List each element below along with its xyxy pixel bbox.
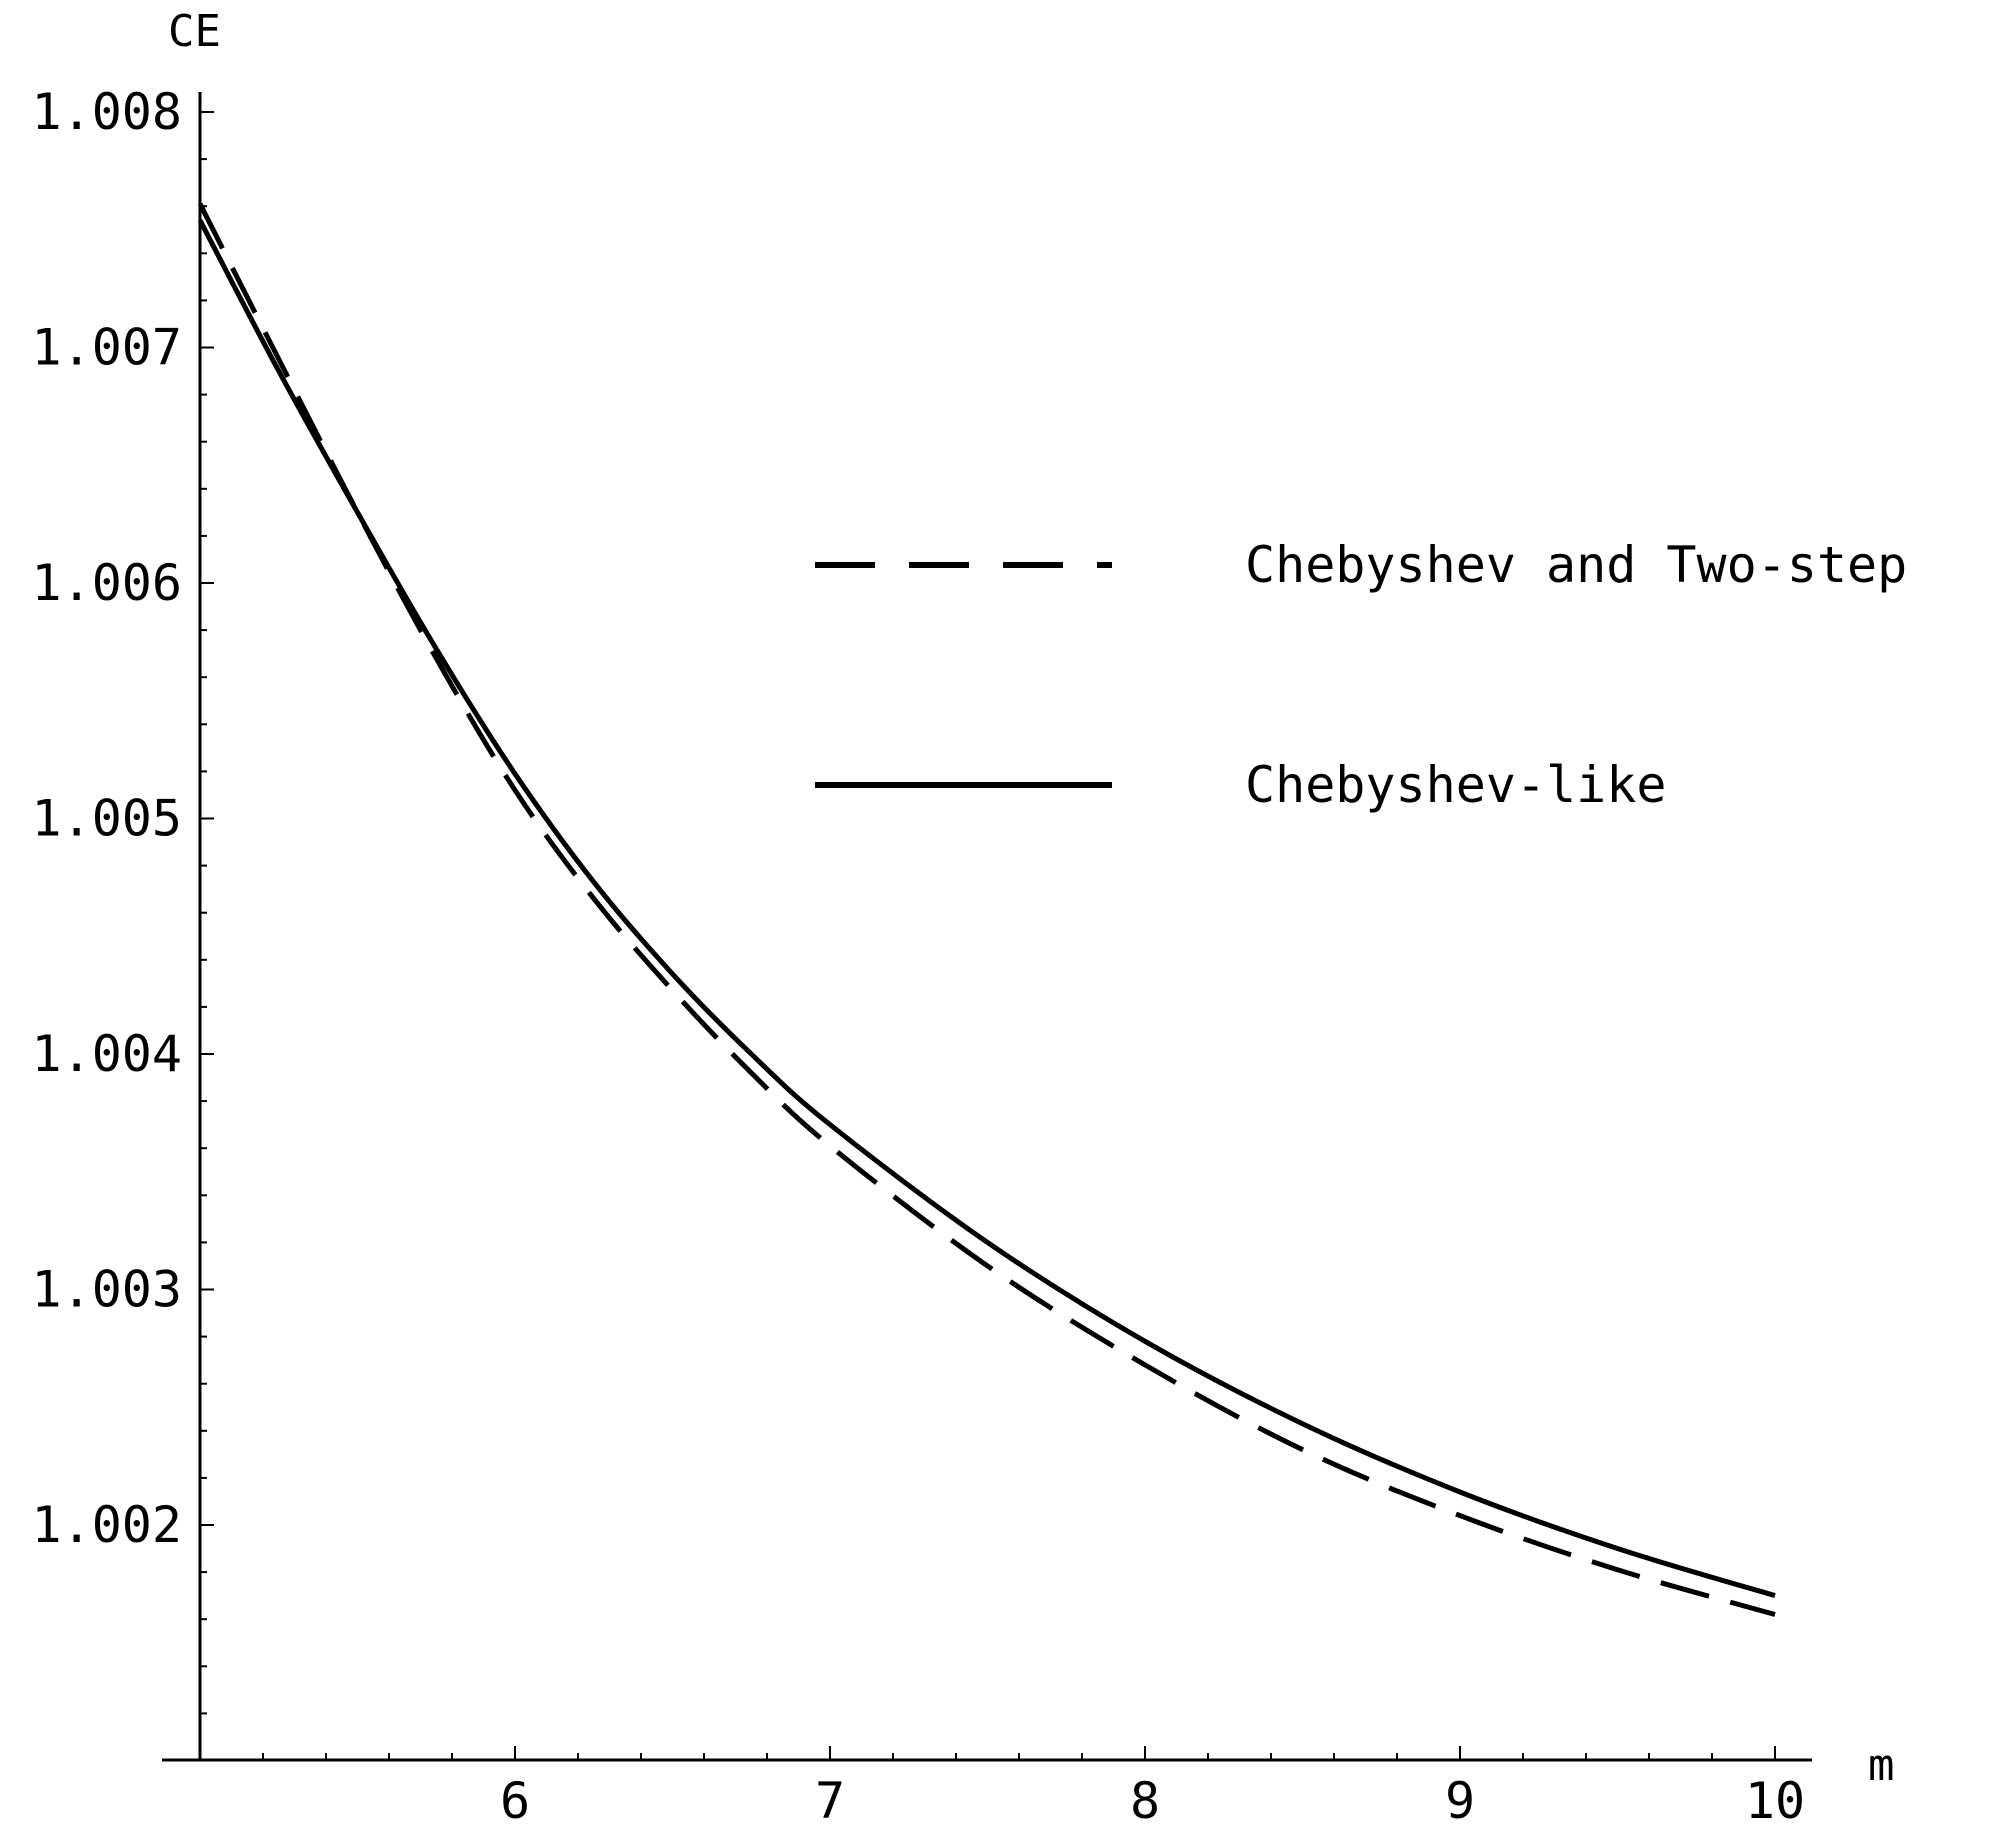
y-tick-label: 1.005 (31, 790, 182, 848)
y-tick-label: 1.003 (31, 1261, 182, 1319)
y-tick-label: 1.008 (31, 83, 182, 141)
y-axis-label: CE (168, 6, 221, 57)
axes: 1.002 1.003 1.004 1.005 1.006 1.007 1.008 6 7 8 9… (31, 6, 1894, 1824)
legend-label: Chebyshev and Two-step (1245, 536, 1907, 594)
x-tick-label: 6 (500, 1772, 530, 1824)
y-ticks (200, 111, 214, 1715)
y-tick-label: 1.002 (31, 1496, 182, 1554)
y-tick-labels: 1.002 1.003 1.004 1.005 1.006 1.007 1.008 (31, 83, 182, 1554)
series-line-solid (197, 219, 1776, 1598)
x-tick-label: 7 (815, 1772, 845, 1824)
x-ticks (199, 1746, 1776, 1760)
x-tick-label: 8 (1130, 1772, 1160, 1824)
legend-label: Chebyshev-like (1245, 756, 1666, 814)
legend: Chebyshev and Two-step Chebyshev-like (815, 536, 1907, 814)
y-tick-label: 1.006 (31, 554, 182, 612)
series-line-dashed (197, 202, 1776, 1617)
y-tick-label: 1.007 (31, 319, 182, 377)
x-tick-label: 10 (1745, 1772, 1805, 1824)
series-layer (197, 202, 1776, 1617)
x-tick-labels: 6 7 8 9 10 (500, 1772, 1805, 1824)
x-tick-label: 9 (1445, 1772, 1475, 1824)
y-tick-label: 1.004 (31, 1025, 182, 1083)
x-axis-label: m (1868, 1740, 1895, 1791)
